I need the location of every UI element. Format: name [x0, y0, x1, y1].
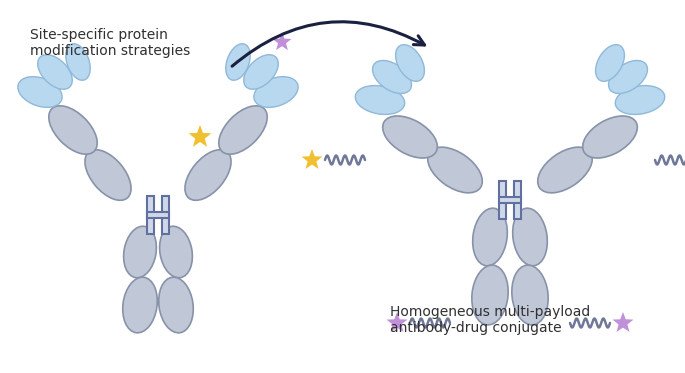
- Ellipse shape: [254, 77, 298, 107]
- Ellipse shape: [123, 226, 156, 278]
- Bar: [499, 181, 506, 219]
- Ellipse shape: [244, 55, 278, 89]
- Ellipse shape: [512, 208, 547, 266]
- Ellipse shape: [383, 116, 437, 158]
- Ellipse shape: [219, 106, 267, 154]
- Polygon shape: [385, 310, 410, 333]
- Ellipse shape: [159, 277, 193, 333]
- Ellipse shape: [512, 265, 548, 325]
- Ellipse shape: [66, 44, 90, 80]
- Ellipse shape: [395, 45, 425, 81]
- Ellipse shape: [538, 147, 593, 193]
- Polygon shape: [299, 147, 325, 170]
- Ellipse shape: [615, 85, 664, 115]
- Ellipse shape: [427, 147, 482, 193]
- Bar: [514, 181, 521, 219]
- Polygon shape: [187, 123, 213, 148]
- Ellipse shape: [595, 45, 625, 81]
- Ellipse shape: [373, 60, 412, 94]
- Polygon shape: [610, 310, 636, 333]
- Polygon shape: [271, 30, 293, 52]
- Ellipse shape: [185, 150, 231, 200]
- Ellipse shape: [160, 226, 192, 278]
- Bar: [499, 197, 521, 203]
- Bar: [162, 196, 169, 234]
- Bar: [147, 196, 153, 234]
- Ellipse shape: [472, 265, 508, 325]
- FancyArrowPatch shape: [232, 22, 425, 66]
- Ellipse shape: [18, 77, 62, 107]
- Ellipse shape: [473, 208, 508, 266]
- Ellipse shape: [38, 55, 73, 89]
- Ellipse shape: [356, 85, 405, 115]
- Ellipse shape: [583, 116, 637, 158]
- Ellipse shape: [49, 106, 97, 154]
- Bar: [147, 212, 169, 218]
- Ellipse shape: [123, 277, 158, 333]
- Text: Site-specific protein
modification strategies: Site-specific protein modification strat…: [30, 28, 190, 58]
- Ellipse shape: [226, 44, 250, 80]
- Text: Homogeneous multi-payload
antibody-drug conjugate: Homogeneous multi-payload antibody-drug …: [390, 305, 590, 335]
- Ellipse shape: [85, 150, 131, 200]
- Ellipse shape: [608, 60, 647, 94]
